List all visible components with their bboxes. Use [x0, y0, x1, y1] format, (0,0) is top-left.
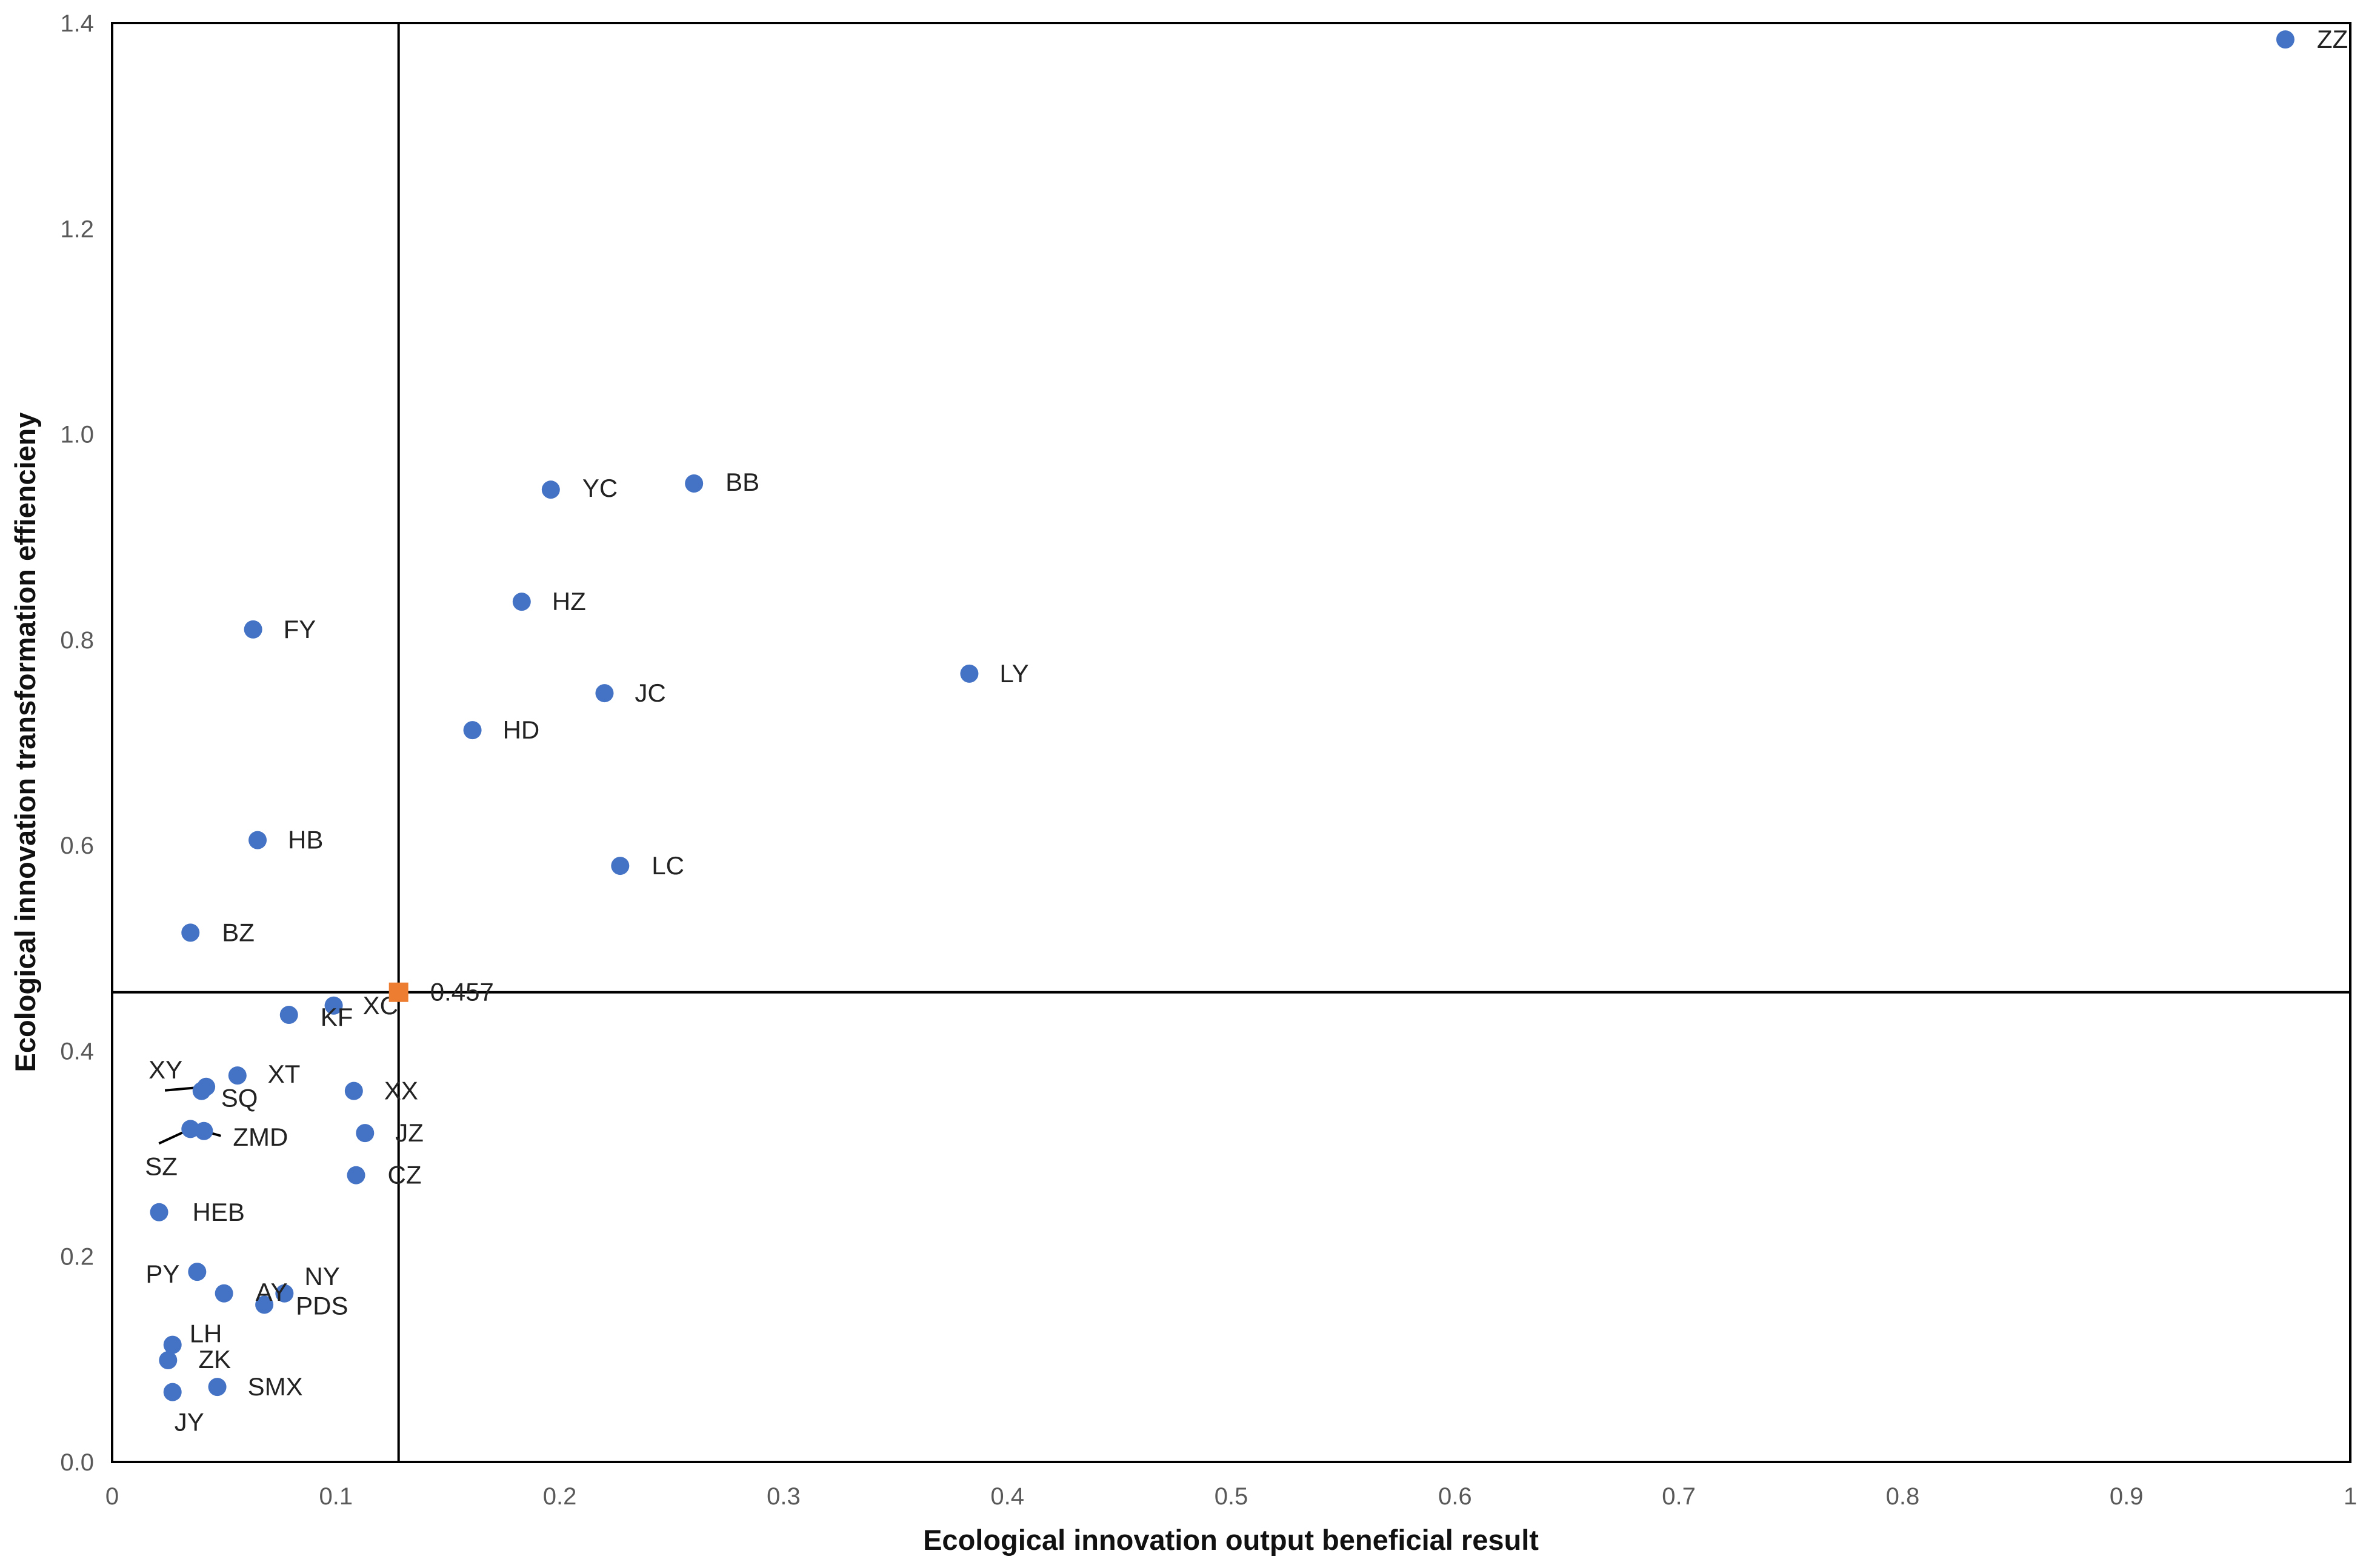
y-tick-label: 0.2: [60, 1244, 94, 1271]
point-lh: [163, 1335, 182, 1354]
x-tick-label: 0.7: [1662, 1483, 1696, 1510]
y-tick-label: 0.4: [60, 1038, 94, 1065]
point-bb-label: BB: [725, 468, 759, 496]
x-tick-label: 0.9: [2110, 1483, 2144, 1510]
point-ny-label: NY: [304, 1262, 339, 1291]
y-axis-title: Ecological innovation transformation eff…: [9, 412, 41, 1072]
point-sz: [181, 1120, 200, 1138]
x-tick-label: 1: [2344, 1483, 2357, 1510]
point-hz-label: HZ: [552, 587, 586, 616]
point-jy-label: JY: [175, 1408, 204, 1437]
x-tick-label: 0: [105, 1483, 119, 1510]
point-bb: [685, 474, 704, 493]
point-xt-label: XT: [268, 1060, 301, 1088]
y-tick-label: 0.0: [60, 1449, 94, 1476]
point-xc: [324, 996, 343, 1015]
point-py-label: PY: [145, 1260, 179, 1288]
point-xx-label: XX: [384, 1077, 418, 1105]
point-smx: [208, 1378, 227, 1397]
point-sq: [192, 1081, 211, 1100]
x-tick-label: 0.3: [767, 1483, 801, 1510]
y-axis-ticks: 0.0 0.2 0.4 0.6 0.8 1.0 1.2 1.4: [60, 10, 94, 1476]
point-sz-label: SZ: [145, 1152, 178, 1180]
point-ny: [275, 1284, 294, 1303]
point-ly: [960, 664, 979, 683]
point-kf-label: KF: [321, 1003, 353, 1031]
y-tick-label: 1.2: [60, 216, 94, 242]
point-zk-label: ZK: [198, 1345, 231, 1374]
point-pds: [255, 1295, 274, 1314]
x-tick-label: 0.5: [1215, 1483, 1248, 1510]
point-lc-label: LC: [652, 851, 684, 880]
point-bz-label: BZ: [222, 918, 255, 946]
point-jz: [356, 1124, 375, 1143]
point-py: [188, 1263, 207, 1281]
point-bz: [181, 923, 200, 942]
point-sq-label: SQ: [221, 1084, 258, 1112]
point-yc-label: YC: [582, 474, 618, 502]
reference-point: [388, 982, 408, 1002]
point-hb: [248, 831, 267, 849]
point-kf: [279, 1006, 298, 1025]
point-zmd-label: ZMD: [233, 1123, 288, 1151]
y-tick-label: 0.6: [60, 832, 94, 859]
point-fy: [244, 620, 262, 639]
point-pds-label: PDS: [296, 1291, 348, 1320]
point-jc: [595, 684, 614, 703]
point-xt: [228, 1066, 247, 1085]
point-lh-label: LH: [190, 1320, 222, 1348]
y-tick-label: 1.4: [60, 10, 94, 37]
point-ay-label: AY: [256, 1278, 288, 1306]
point-zk: [159, 1351, 178, 1370]
point-ay: [215, 1284, 233, 1303]
point-yc: [541, 480, 560, 499]
point-hz: [512, 593, 531, 611]
reference-lines: [112, 23, 2350, 1462]
x-tick-label: 0.2: [543, 1483, 577, 1510]
point-hd: [463, 721, 482, 740]
point-jc-label: JC: [635, 679, 665, 707]
point-cz: [347, 1166, 365, 1184]
point-jy: [163, 1383, 182, 1401]
point-zz: [2276, 30, 2295, 49]
x-tick-label: 0.8: [1886, 1483, 1920, 1510]
point-heb: [150, 1203, 168, 1221]
point-zmd: [195, 1121, 213, 1140]
x-tick-label: 0.1: [319, 1483, 353, 1510]
x-axis-title: Ecological innovation output beneficial …: [923, 1524, 1539, 1556]
x-axis-ticks: 0 0.1 0.2 0.3 0.4 0.5 0.6 0.7 0.8 0.9 1: [105, 1483, 2357, 1510]
data-points: [150, 30, 2295, 1401]
y-tick-label: 0.8: [60, 627, 94, 654]
point-xx: [344, 1081, 363, 1100]
point-heb-label: HEB: [193, 1198, 245, 1226]
point-smx-label: SMX: [248, 1372, 303, 1401]
reference-marker: 0.457: [388, 978, 494, 1006]
y-tick-label: 1.0: [60, 422, 94, 448]
point-xy-label: XY: [148, 1055, 182, 1084]
point-zz-label: ZZ: [2317, 25, 2348, 53]
point-ly-label: LY: [999, 659, 1028, 688]
point-fy-label: FY: [284, 615, 316, 643]
reference-point-label: 0.457: [430, 978, 494, 1006]
x-tick-label: 0.6: [1438, 1483, 1472, 1510]
point-jz-label: JZ: [395, 1118, 424, 1147]
point-lc: [611, 857, 630, 875]
point-cz-label: CZ: [388, 1161, 422, 1189]
point-hd-label: HD: [503, 716, 540, 744]
point-hb-label: HB: [288, 826, 323, 854]
plot-border: [111, 22, 2351, 1463]
x-tick-label: 0.4: [990, 1483, 1024, 1510]
